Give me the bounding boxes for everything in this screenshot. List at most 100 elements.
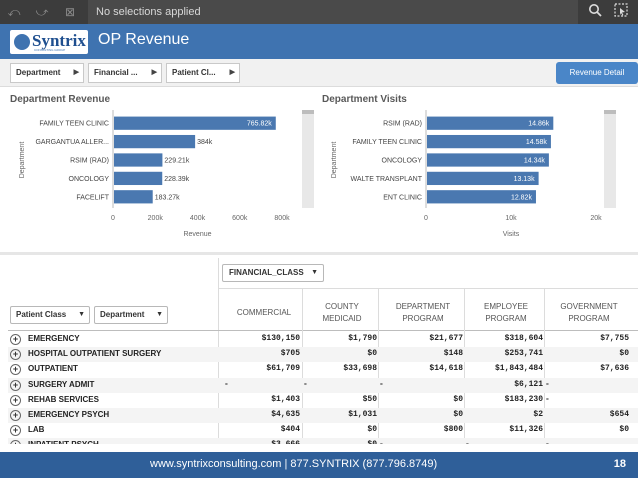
category-label: FACELIFT bbox=[76, 194, 109, 201]
chart-scrollbar-track bbox=[302, 110, 314, 208]
chart-scrollbar-thumb bbox=[302, 110, 314, 114]
play-icon: ▶ bbox=[151, 69, 157, 76]
data-label: 384k bbox=[197, 139, 213, 146]
table-cell: $148 bbox=[443, 349, 463, 359]
bar bbox=[427, 134, 551, 149]
category-label: ONCOLOGY bbox=[69, 176, 110, 183]
table-cell: $1,843,484 bbox=[494, 364, 543, 374]
expand-icon[interactable]: + bbox=[10, 334, 21, 345]
table-cell: $61,709 bbox=[266, 364, 300, 374]
footer: www.syntrixconsulting.com | 877.SYNTRIX … bbox=[0, 452, 638, 478]
table-cell: - bbox=[545, 440, 550, 444]
header-separator bbox=[218, 288, 638, 289]
header-separator bbox=[8, 330, 638, 331]
column-header[interactable]: GOVERNMENT PROGRAM bbox=[560, 302, 618, 323]
filter-patient-class[interactable]: Patient Cl... ▶ bbox=[166, 63, 240, 83]
bar bbox=[114, 116, 276, 130]
table-cell: - bbox=[303, 379, 308, 389]
table-cell: $0 bbox=[619, 425, 629, 435]
row-label: LAB bbox=[28, 425, 45, 435]
expand-icon[interactable]: + bbox=[10, 379, 21, 391]
table-cell: - bbox=[465, 440, 470, 444]
bar bbox=[427, 116, 554, 130]
table-row: + EMERGENCY $130,150 $1,790 $21,677 $318,604 $… bbox=[8, 332, 638, 347]
category-label: RSIM (RAD) bbox=[383, 121, 422, 128]
expand-icon[interactable]: + bbox=[10, 364, 21, 376]
row-label: SURGERY ADMIT bbox=[28, 379, 95, 389]
row-label: EMERGENCY PSYCH bbox=[28, 410, 110, 419]
expand-icon[interactable]: + bbox=[10, 349, 21, 361]
logo-subtext: CONSULTING GROUP bbox=[34, 48, 66, 52]
step-back-icon[interactable]: ⤺ bbox=[7, 5, 21, 19]
expand-icon[interactable]: + bbox=[10, 394, 21, 406]
dropdown-icon: ▼ bbox=[311, 269, 318, 276]
department-visits-chart[interactable]: Department RSIM (RAD) 14.86k FAMILY TEEN CL… bbox=[318, 108, 638, 250]
table-row: + OUTPATIENT $61,709 $33,698 $14,618 $1,843,4… bbox=[8, 362, 638, 377]
table-cell: $2 bbox=[533, 410, 543, 419]
selections-tool-icon[interactable] bbox=[612, 3, 630, 21]
table-row: + LAB $404 $0 $800 $11,326 $0 bbox=[8, 423, 638, 438]
data-label: 229.21k bbox=[164, 158, 189, 165]
financial-class-dimension-button[interactable]: FINANCIAL_CLASS ▼ bbox=[222, 264, 324, 282]
table-cell: $0 bbox=[367, 425, 377, 435]
data-label: 183.27k bbox=[155, 194, 180, 201]
data-label: 228.39k bbox=[164, 176, 189, 183]
table-cell: $253,741 bbox=[504, 349, 543, 359]
column-separator bbox=[378, 288, 379, 444]
bar bbox=[114, 134, 196, 149]
filter-bar: Department ▶ Financial ... ▶ Patient Cl...… bbox=[0, 59, 638, 87]
bar bbox=[427, 190, 536, 204]
table-cell: $0 bbox=[367, 349, 377, 359]
x-tick-label: 0 bbox=[424, 215, 428, 222]
selections-bar[interactable]: No selections applied bbox=[88, 0, 578, 24]
department-revenue-chart[interactable]: Department FAMILY TEEN CLINIC 765.82k GARGA… bbox=[0, 108, 318, 250]
step-forward-icon[interactable]: ⤻ bbox=[35, 5, 49, 19]
table-cell: $11,326 bbox=[509, 425, 543, 435]
table-cell: $1,403 bbox=[271, 394, 300, 404]
x-tick-label: 10k bbox=[505, 215, 517, 222]
table-cell: $33,698 bbox=[343, 364, 377, 374]
column-header[interactable]: DEPARTMENT PROGRAM bbox=[395, 302, 451, 323]
table-cell: $1,790 bbox=[348, 334, 377, 343]
x-axis-title: Visits bbox=[503, 231, 520, 238]
row-label: EMERGENCY bbox=[28, 334, 80, 343]
dropdown-icon: ▼ bbox=[156, 311, 163, 318]
department-dimension-button[interactable]: Department ▼ bbox=[94, 306, 168, 324]
row-label: OUTPATIENT bbox=[28, 364, 78, 374]
category-label: RSIM (RAD) bbox=[70, 158, 109, 165]
footer-contact: www.syntrixconsulting.com | 877.SYNTRIX … bbox=[150, 458, 438, 470]
expand-icon[interactable]: + bbox=[10, 410, 21, 421]
table-cell: $0 bbox=[453, 394, 463, 404]
column-header[interactable]: COMMERCIAL bbox=[236, 308, 292, 317]
search-icon[interactable] bbox=[586, 3, 604, 21]
column-header[interactable]: COUNTY MEDICAID bbox=[322, 302, 362, 323]
table-cell: - bbox=[545, 394, 550, 404]
filter-department[interactable]: Department ▶ bbox=[10, 63, 84, 83]
expand-icon[interactable]: + bbox=[10, 440, 21, 444]
expand-icon[interactable]: + bbox=[10, 425, 21, 437]
logo-mark-icon bbox=[14, 34, 30, 50]
pivot-table: FINANCIAL_CLASS ▼ Patient Class ▼ Departme… bbox=[8, 258, 638, 444]
clear-selections-icon[interactable]: ⊠ bbox=[64, 5, 76, 19]
table-cell: - bbox=[224, 379, 229, 389]
category-label: GARGANTUA ALLER... bbox=[35, 139, 109, 146]
logo-text: Syntrix bbox=[32, 31, 86, 50]
revenue-detail-button[interactable]: Revenue Detail bbox=[556, 62, 638, 84]
row-label: REHAB SERVICES bbox=[28, 394, 99, 404]
data-label: 765.82k bbox=[247, 121, 272, 128]
x-tick-label: 200k bbox=[148, 215, 164, 222]
filter-label: Patient Cl... bbox=[172, 68, 216, 77]
table-cell: $654 bbox=[609, 410, 629, 419]
x-tick-label: 600k bbox=[232, 215, 248, 222]
table-cell: $404 bbox=[280, 425, 300, 435]
x-tick-label: 0 bbox=[111, 215, 115, 222]
table-cell: $6,121 bbox=[514, 379, 543, 389]
chart-scrollbar-track bbox=[604, 110, 616, 208]
table-cell: $1,031 bbox=[348, 410, 377, 419]
table-cell: - bbox=[379, 440, 384, 444]
table-cell: $0 bbox=[367, 440, 377, 444]
patient-class-dimension-button[interactable]: Patient Class ▼ bbox=[10, 306, 90, 324]
column-header[interactable]: EMPLOYEE PROGRAM bbox=[483, 302, 528, 323]
dropdown-icon: ▼ bbox=[78, 311, 85, 318]
filter-financial-class[interactable]: Financial ... ▶ bbox=[88, 63, 162, 83]
